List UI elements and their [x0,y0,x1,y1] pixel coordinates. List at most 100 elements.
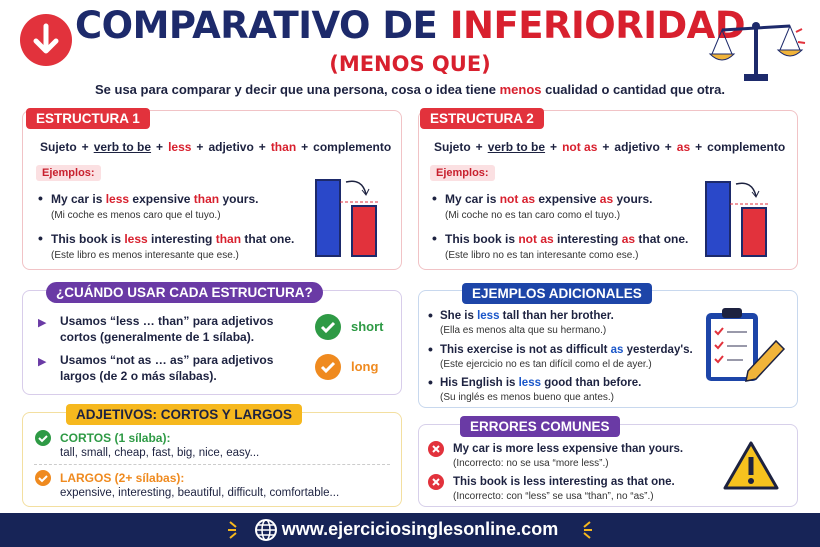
title-main: COMPARATIVO DE [74,4,438,47]
text-part: This book is [51,232,125,246]
check-icon [35,470,51,486]
formula-token: Sujeto [40,140,77,154]
structure-1-label: ESTRUCTURA 1 [26,108,150,129]
x-icon [428,474,444,490]
formula-token: verb to be [487,140,546,154]
short-label: CORTOS (1 sílaba): [60,431,171,445]
title-highlight: INFERIORIDAD [449,4,746,47]
text-part: Se usa para comparar y decir que una per… [95,82,500,97]
plus: + [475,140,483,154]
highlight: menos [499,82,542,97]
when-card [22,290,402,395]
highlight: as [610,344,624,356]
translation: (Este ejercicio no es tan difícil como e… [440,359,652,370]
formula-token: complemento [707,140,786,154]
bullet: • [428,307,433,323]
text-part: My car is [445,192,500,206]
plus: + [156,140,164,154]
footer-url: www.ejerciciosinglesonline.com [281,519,559,539]
structure-2-card [418,110,798,270]
highlight: less [477,310,500,322]
long-list: expensive, interesting, beautiful, diffi… [60,487,340,499]
formula-token: less [168,140,192,154]
translation: (Ella es menos alta que su hermano.) [440,325,607,336]
globe-icon [255,519,277,541]
plus: + [196,140,204,154]
when-title: ¿CUÁNDO USAR CADA ESTRUCTURA? [46,282,323,303]
errors-card [418,424,798,507]
check-icon [35,430,51,446]
divider [34,464,390,465]
check-icon [315,354,341,380]
clipboard-icon [706,308,786,382]
tag-short: short [351,319,384,334]
plus: + [81,140,89,154]
formula-token: adjetivo [208,140,254,154]
title: COMPARATIVO DE INFERIORIDAD [0,4,820,47]
text-part: tall than her brother. [499,310,614,322]
highlight: less [518,377,541,389]
highlight: less [124,232,148,246]
highlight: not as [518,232,554,246]
bar-icon [705,181,770,257]
plus: + [258,140,266,154]
bullet: • [432,190,437,206]
text-part: interesting [147,232,216,246]
text-part: This exercise is not as difficult [440,344,611,356]
adjectives-card [22,412,402,507]
bullet: • [428,374,433,390]
plus: + [602,140,610,154]
example: This exercise is not as difficult as yes… [440,344,693,356]
plus: + [664,140,672,154]
spark-icon [583,521,592,539]
example: This book is not as interesting as that … [445,232,688,246]
text-part: yours. [219,192,259,206]
bar-icon [315,179,380,257]
example: This book is less interesting than that … [51,232,294,246]
structure-2-formula: Sujeto + verb to be + not as + adjetivo + as + com… [434,140,785,154]
tag-long: long [351,359,379,374]
error-text: My car is more less expensive than yours… [453,443,684,455]
warning-icon [723,441,779,490]
text-part: This book is [445,232,519,246]
example: His English is less good than before. [440,377,641,389]
structure-2-label: ESTRUCTURA 2 [420,108,544,129]
formula-token: adjetivo [614,140,660,154]
plus: + [695,140,703,154]
formula-token: than [270,140,297,154]
when-item: Usamos “not as … as” para adjetivos larg… [60,353,274,383]
translation: (Este libro no es tan interesante como e… [445,250,639,261]
highlight: as [621,232,636,246]
translation: (Mi coche no es tan caro como el tuyo.) [445,210,621,221]
subtitle: (MENOS QUE) [329,52,491,76]
examples-label: Ejemplos: [36,165,101,181]
bullet: • [38,230,43,246]
error-note: (Incorrecto: con “less” se usa “than”, n… [453,491,654,502]
formula-token: Sujeto [434,140,471,154]
x-icon [428,441,444,457]
more-title: EJEMPLOS ADICIONALES [462,283,652,304]
text-part: that one. [635,232,689,246]
formula-token: verb to be [93,140,152,154]
highlight: less [105,192,130,206]
translation: (Su inglés es menos bueno que antes.) [440,392,614,403]
highlight: than [193,192,220,206]
example: My car is not as expensive as yours. [445,192,652,206]
text-part: expensive [535,192,600,206]
down-arrow-icon [20,14,72,66]
when-item: Usamos “less … than” para adjetivos cort… [60,314,274,344]
errors-title: ERRORES COMUNES [460,416,620,437]
plus: + [301,140,309,154]
text-part: My car is [51,192,106,206]
adjectives-title: ADJETIVOS: CORTOS Y LARGOS [66,404,303,425]
text-part: She is [440,310,478,322]
highlight: than [215,232,242,246]
text-part: yours. [613,192,653,206]
bullet: • [432,230,437,246]
translation: (Este libro es menos interesante que ese… [51,250,239,261]
scale-icon [708,22,806,81]
formula-token: as [676,140,691,154]
arrow: ▶ [38,356,47,368]
error-text: This book is less interesting as that on… [453,476,675,488]
